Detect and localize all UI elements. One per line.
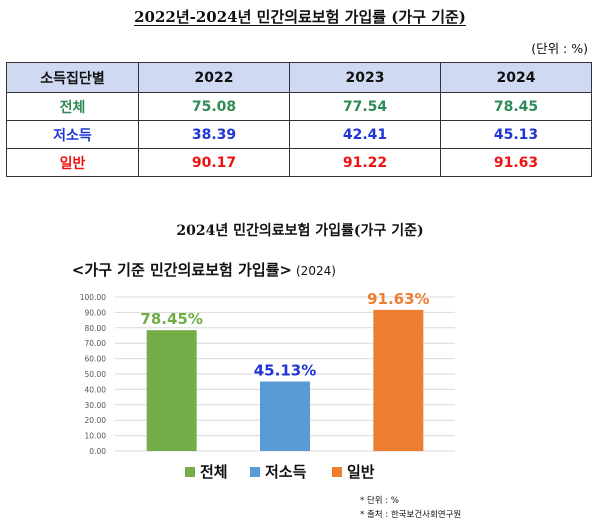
row-value: 91.22 bbox=[289, 148, 441, 177]
legend-swatch bbox=[332, 467, 342, 477]
y-tick-label: 100.00 bbox=[80, 293, 106, 302]
row-value: 78.45 bbox=[440, 92, 592, 121]
y-tick-label: 80.00 bbox=[85, 324, 107, 333]
table-row: 일반 90.17 91.22 91.63 bbox=[6, 148, 592, 177]
section-title: 2024년 민간의료보험 가입률(가구 기준) bbox=[176, 223, 424, 239]
y-tick-label: 20.00 bbox=[85, 416, 107, 425]
table-header-row: 소득집단별 2022 2023 2024 bbox=[6, 62, 592, 93]
data-label: 91.63% bbox=[367, 290, 429, 308]
row-value: 45.13 bbox=[440, 120, 592, 149]
table-row: 저소득 38.39 42.41 45.13 bbox=[6, 120, 592, 149]
header-2022: 2022 bbox=[138, 62, 290, 93]
legend-label: 저소득 bbox=[265, 463, 307, 481]
header-2024: 2024 bbox=[440, 62, 592, 93]
legend-label: 일반 bbox=[347, 463, 375, 481]
legend-swatch bbox=[250, 467, 260, 477]
header-2023: 2023 bbox=[289, 62, 441, 93]
row-value: 90.17 bbox=[138, 148, 290, 177]
y-tick-label: 10.00 bbox=[85, 432, 107, 441]
row-label: 저소득 bbox=[6, 120, 139, 149]
legend-label: 전체 bbox=[200, 463, 228, 481]
y-tick-label: 30.00 bbox=[85, 401, 107, 410]
y-tick-label: 90.00 bbox=[85, 308, 107, 317]
y-tick-label: 40.00 bbox=[85, 385, 107, 394]
note-source: * 출처 : 한국보건사회연구원 bbox=[360, 510, 462, 520]
row-value: 91.63 bbox=[440, 148, 592, 177]
bar-2 bbox=[260, 381, 310, 451]
bar-3 bbox=[373, 309, 424, 451]
row-value: 38.39 bbox=[138, 120, 290, 149]
data-label: 78.45% bbox=[140, 310, 202, 328]
enrollment-bar-chart: <가구 기준 민간의료보험 가입률> (2024) 0.00 10.00 20.00 30… bbox=[72, 261, 455, 481]
row-label: 전체 bbox=[6, 92, 139, 121]
chart-title: <가구 기준 민간의료보험 가입률> bbox=[72, 261, 292, 279]
y-tick-label: 0.00 bbox=[89, 447, 106, 456]
chart-notes: * 단위 : % * 출처 : 한국보건사회연구원 bbox=[360, 494, 461, 522]
y-tick-label: 70.00 bbox=[85, 339, 107, 348]
y-tick-label: 50.00 bbox=[85, 370, 107, 379]
bar-1 bbox=[146, 330, 197, 451]
header-group: 소득집단별 bbox=[6, 62, 139, 93]
row-value: 42.41 bbox=[289, 120, 441, 149]
row-value: 77.54 bbox=[289, 92, 441, 121]
main-heading: 2022년-2024년 민간의료보험 가입률 (가구 기준) bbox=[134, 8, 466, 26]
data-label: 45.13% bbox=[254, 361, 316, 379]
unit-label: (단위 : %) bbox=[531, 41, 588, 56]
note-unit: * 단위 : % bbox=[360, 496, 399, 506]
row-value: 75.08 bbox=[138, 92, 290, 121]
y-tick-label: 60.00 bbox=[85, 355, 107, 364]
chart-subtitle: (2024) bbox=[296, 264, 336, 278]
legend-swatch bbox=[185, 467, 195, 477]
enrollment-table: 소득집단별 2022 2023 2024 전체 75.08 77.54 78.45 저소… bbox=[6, 62, 592, 177]
table-row: 전체 75.08 77.54 78.45 bbox=[6, 92, 592, 121]
row-label: 일반 bbox=[6, 148, 139, 177]
